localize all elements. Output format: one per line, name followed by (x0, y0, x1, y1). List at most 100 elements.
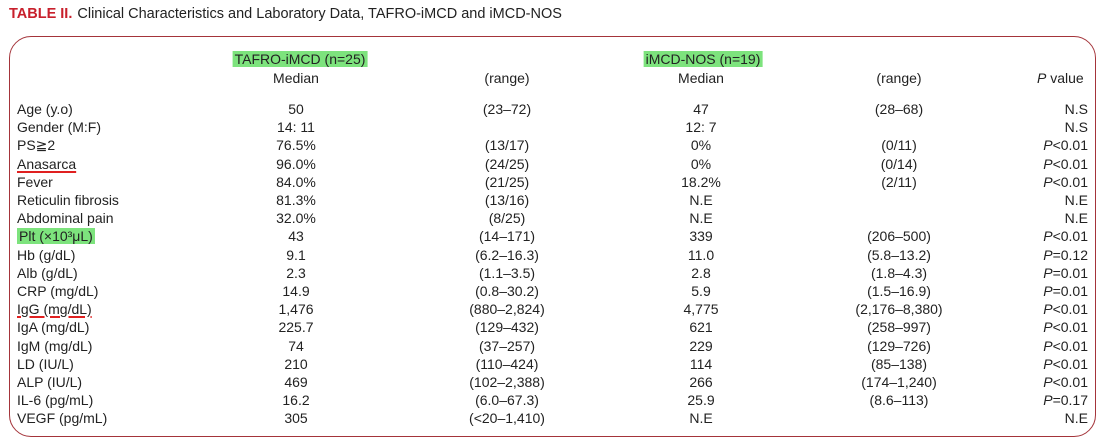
cell-label: Reticulin fibrosis (17, 192, 119, 208)
cell-label: ALP (IU/L) (17, 374, 83, 390)
table-caption: TABLE II. Clinical Characteristics and La… (9, 6, 562, 22)
cell-label: Alb (g/dL) (17, 264, 78, 281)
cell-n-range: (129–726) (867, 337, 931, 354)
cell-label: Abdominal pain (17, 210, 114, 227)
cell-t-range: (8/25) (488, 210, 526, 227)
cell-n-median: 621 (689, 319, 713, 336)
cell-t-median: 305 (284, 410, 308, 427)
col-header-median-2: Median (678, 70, 724, 86)
cell-t-range: (<20–1,410) (469, 410, 545, 427)
table-title: Clinical Characteristics and Laboratory … (77, 6, 562, 22)
cell-t-median: 14: 11 (277, 119, 315, 136)
table-label: TABLE II. (9, 6, 73, 22)
col-header-pvalue: P value (1037, 70, 1084, 86)
cell-t-range: (21/25) (484, 173, 530, 190)
cell-n-range: (5.8–13.2) (867, 246, 931, 263)
cell-t-median: 76.5% (276, 137, 316, 154)
cell-n-range: (85–138) (870, 355, 928, 372)
col-header-range-1: (range) (484, 70, 530, 86)
cell-n-range: (8.6–113) (869, 392, 929, 409)
cell-t-median: 50 (288, 101, 304, 117)
table-frame (9, 36, 1096, 437)
cell-p-value: N.S (1064, 101, 1088, 117)
cell-p-value: N.E (1064, 410, 1088, 427)
cell-n-range: (0/11) (881, 137, 917, 154)
cell-t-median: 81.3% (276, 192, 316, 208)
cell-p-value: N.E (1064, 210, 1088, 227)
cell-p-value: P=0.17 (1043, 392, 1088, 409)
cell-t-median: 469 (284, 374, 308, 390)
cell-n-median: 266 (689, 374, 713, 390)
cell-n-median: 0% (690, 137, 712, 154)
cell-t-range: (23–72) (482, 101, 532, 117)
cell-t-range: (110–424) (475, 355, 539, 372)
cell-p-value: P<0.01 (1043, 173, 1088, 190)
cell-p-value: P<0.01 (1043, 374, 1088, 390)
cell-p-value: P<0.01 (1043, 155, 1088, 172)
cell-t-range: (0.8–30.2) (475, 283, 539, 299)
col-header-median-1: Median (273, 70, 319, 86)
col-header-range-2: (range) (876, 70, 922, 86)
cell-n-median: 2.8 (691, 264, 711, 281)
group-header-tafro: TAFRO-iMCD (n=25) (232, 51, 368, 67)
cell-label: Gender (M:F) (17, 119, 102, 136)
group-header-imcd-nos: iMCD-NOS (n=19) (643, 51, 763, 67)
cell-p-value: P=0.01 (1043, 264, 1088, 281)
cell-p-value: P<0.01 (1043, 228, 1088, 245)
cell-n-median: 339 (689, 228, 713, 245)
cell-label: IL-6 (pg/mL) (17, 392, 94, 409)
cell-n-median: 0% (690, 155, 712, 172)
cell-n-median: 12: 7 (685, 119, 717, 136)
cell-t-range: (13/17) (484, 137, 530, 154)
cell-label: Anasarca (17, 155, 77, 172)
cell-n-median: 18.2% (681, 173, 721, 190)
cell-n-range: (174–1,240) (861, 374, 937, 390)
cell-n-median: 229 (689, 337, 713, 354)
cell-n-median: 4,775 (683, 301, 719, 318)
cell-n-median: 47 (693, 101, 709, 117)
cell-p-value: P<0.01 (1043, 337, 1088, 354)
cell-label: VEGF (pg/mL) (17, 410, 108, 427)
cell-n-range: (0/14) (880, 155, 918, 172)
cell-p-value: P<0.01 (1043, 355, 1088, 372)
cell-n-median: 25.9 (687, 392, 715, 409)
cell-t-range: (13/16) (484, 192, 530, 208)
cell-label: PS≧2 (17, 137, 56, 154)
cell-t-range: (37–257) (478, 337, 536, 354)
cell-n-range: (2/11) (881, 173, 917, 190)
cell-t-median: 32.0% (276, 210, 316, 227)
cell-t-range: (129–432) (475, 319, 539, 336)
cell-p-value: P=0.01 (1043, 283, 1088, 299)
cell-n-median: 5.9 (691, 283, 711, 299)
cell-label: Age (y.o) (17, 101, 73, 117)
cell-p-value: P<0.01 (1043, 137, 1088, 154)
cell-label: LD (IU/L) (17, 355, 74, 372)
cell-p-value: N.S (1064, 119, 1088, 136)
cell-n-range: (1.8–4.3) (870, 264, 928, 281)
cell-t-median: 16.2 (282, 392, 310, 409)
cell-n-range: (1.5–16.9) (867, 283, 931, 299)
cell-t-range: (102–2,388) (469, 374, 545, 390)
cell-t-range: (14–171) (478, 228, 536, 245)
cell-t-median: 84.0% (276, 173, 316, 190)
cell-label: IgA (mg/dL) (17, 319, 90, 336)
cell-p-value: N.E (1064, 192, 1088, 208)
cell-p-value: P<0.01 (1043, 301, 1088, 318)
cell-t-median: 96.0% (276, 155, 316, 172)
cell-t-median: 43 (288, 228, 304, 245)
cell-t-median: 2.3 (286, 264, 306, 281)
cell-label: IgG (mg/dL) (17, 301, 92, 318)
cell-t-range: (1.1–3.5) (478, 264, 536, 281)
cell-label: Plt (×10³μL) (17, 228, 95, 245)
cell-t-range: (6.0–67.3) (475, 392, 539, 409)
cell-n-median: 11.0 (687, 246, 715, 263)
cell-n-median: N.E (689, 410, 713, 427)
cell-n-median: 114 (689, 355, 713, 372)
cell-label: Fever (17, 173, 53, 190)
cell-t-range: (880–2,824) (469, 301, 545, 318)
cell-label: CRP (mg/dL) (17, 283, 99, 299)
cell-t-median: 225.7 (278, 319, 314, 336)
cell-p-value: P=0.12 (1043, 246, 1088, 263)
cell-t-median: 14.9 (282, 283, 310, 299)
cell-n-range: (28–68) (874, 101, 924, 117)
